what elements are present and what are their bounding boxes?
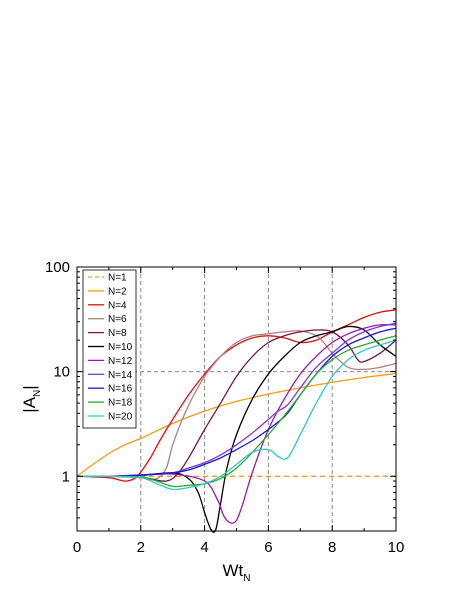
grid-lines <box>77 267 396 531</box>
x-axis-label-sub: N <box>243 573 250 584</box>
y-tick-label: 1 <box>62 468 70 485</box>
series-lines <box>76 309 397 533</box>
y-axis-label-sub: N <box>32 390 43 397</box>
legend-label: N=12 <box>108 356 133 367</box>
legend-label: N=16 <box>108 384 133 395</box>
legend-label: N=10 <box>108 342 133 353</box>
series-line-n20 <box>76 339 397 491</box>
series-line-n16 <box>76 327 397 478</box>
series-line-n2 <box>76 372 397 477</box>
legend-label: N=14 <box>108 370 133 381</box>
x-tick-label: 4 <box>200 539 208 556</box>
legend-label: N=4 <box>108 300 127 311</box>
series-line-n8 <box>76 329 397 482</box>
series-line-n12 <box>76 323 397 524</box>
legend-label: N=2 <box>108 286 127 297</box>
series-line-n6 <box>76 330 397 480</box>
y-axis-label: |AN| <box>20 385 43 412</box>
y-tick-label: 10 <box>53 364 70 381</box>
x-axis-label-main: Wt <box>222 561 243 580</box>
legend-label: N=20 <box>108 412 133 423</box>
x-tick-label: 6 <box>264 539 272 556</box>
x-tick-label: 8 <box>328 539 336 556</box>
x-axis-label: WtN <box>222 561 250 584</box>
y-tick-label: 100 <box>45 259 70 276</box>
x-tick-label: 2 <box>137 539 145 556</box>
legend-label: N=18 <box>108 398 133 409</box>
y-axis-label-end: | <box>20 385 39 389</box>
y-axis-label-main: |A <box>20 396 39 412</box>
legend-label: N=1 <box>108 273 127 284</box>
legend-label: N=8 <box>108 328 127 339</box>
legend-label: N=6 <box>108 314 127 325</box>
x-tick-label: 10 <box>388 539 405 556</box>
axis-ticks: 0 2 4 6 8 10 1 10 100 <box>45 259 404 556</box>
legend: N=1 N=2 N=4 N=6 N=8 N=10 N=12 N=14 N=16 N=18 N=20 <box>82 269 137 429</box>
x-tick-label: 0 <box>73 539 81 556</box>
